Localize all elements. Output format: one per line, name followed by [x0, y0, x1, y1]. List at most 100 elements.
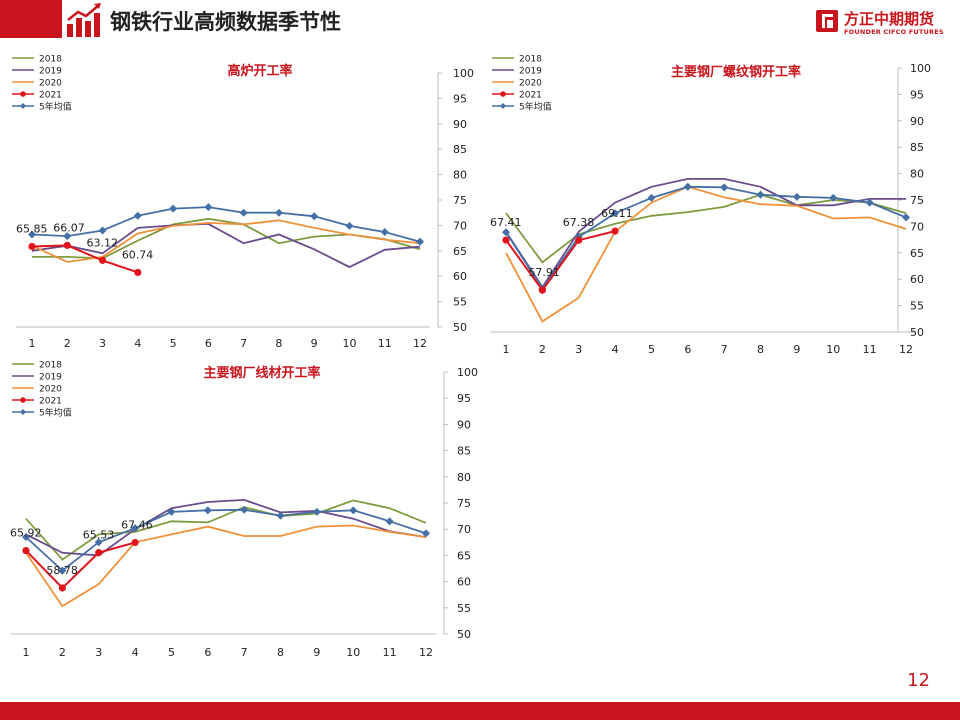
legend-label: 2018: [519, 55, 542, 65]
data-point-avg: [240, 505, 249, 514]
data-point-avg: [720, 183, 729, 192]
data-point-avg: [22, 533, 30, 542]
data-point-avg: [902, 213, 910, 222]
x-tick-label: 7: [241, 646, 248, 659]
x-tick-label: 1: [23, 646, 30, 659]
x-tick-label: 6: [684, 343, 691, 356]
y-tick-label: 50: [910, 326, 924, 339]
data-point-avg: [239, 208, 248, 217]
data-label-2021: 65.53: [83, 529, 115, 542]
y-tick-label: 55: [457, 602, 471, 615]
series-line-2021: [31, 244, 139, 274]
data-point-2021: [575, 236, 583, 244]
data-point-avg: [169, 204, 178, 213]
data-point-avg: [133, 211, 142, 220]
y-tick-label: 60: [457, 576, 471, 589]
data-point-2021: [502, 236, 510, 244]
legend-label: 2020: [519, 79, 542, 89]
series-line-5年均值: [505, 185, 907, 291]
data-point-avg: [276, 511, 285, 520]
legend-marker: [500, 103, 506, 109]
data-point-avg: [865, 198, 874, 207]
data-label-2021: 57.91: [528, 266, 560, 279]
y-tick-label: 95: [910, 88, 924, 101]
y-tick-label: 65: [457, 549, 471, 562]
data-point-2021: [22, 546, 30, 555]
data-point-avg: [98, 226, 107, 235]
legend-label: 2020: [39, 79, 62, 89]
data-point-avg: [829, 193, 838, 202]
series-2019: [31, 222, 421, 269]
y-tick-label: 50: [457, 628, 471, 641]
series-5年均值: [502, 182, 910, 293]
logo-mark-icon: [816, 10, 838, 32]
y-tick-label: 85: [453, 143, 467, 156]
data-point-avg: [502, 228, 510, 237]
legend-marker: [20, 397, 26, 403]
data-point-2021: [95, 549, 103, 557]
x-tick-label: 10: [342, 337, 356, 350]
legend-label: 5年均值: [39, 407, 72, 419]
x-tick-label: 6: [204, 646, 211, 659]
data-label-2021: 65.85: [16, 222, 48, 235]
y-tick-label: 75: [910, 194, 924, 207]
x-tick-label: 4: [132, 646, 139, 659]
data-point-2021: [63, 241, 71, 249]
page-number: 12: [907, 670, 930, 691]
legend-label: 2020: [39, 385, 62, 395]
data-label-2021: 65.92: [10, 527, 42, 540]
x-tick-label: 3: [99, 337, 106, 350]
y-tick-label: 80: [453, 169, 467, 182]
x-tick-label: 2: [539, 343, 546, 356]
x-tick-label: 1: [29, 337, 36, 350]
legend-label: 2019: [39, 373, 62, 383]
data-point-avg: [63, 232, 72, 241]
series-line-2019: [505, 177, 906, 289]
data-point-avg: [416, 237, 424, 246]
data-point-avg: [28, 230, 36, 239]
series-2021: [28, 241, 142, 277]
y-tick-label: 80: [910, 168, 924, 181]
y-tick-label: 70: [453, 219, 467, 232]
data-point-avg: [310, 212, 319, 221]
y-tick-label: 65: [453, 245, 467, 258]
x-tick-label: 7: [721, 343, 728, 356]
series-2019: [25, 498, 427, 557]
y-tick-label: 95: [453, 92, 467, 105]
legend-label: 2021: [519, 91, 542, 101]
y-tick-label: 55: [910, 300, 924, 313]
x-tick-label: 6: [205, 337, 212, 350]
data-point-2021: [28, 242, 36, 251]
legend-marker: [20, 91, 26, 97]
data-point-avg: [683, 182, 692, 191]
x-tick-label: 9: [311, 337, 318, 350]
legend-label: 5年均值: [519, 101, 552, 113]
series-line-2021: [505, 230, 616, 292]
series-line-2020: [25, 524, 427, 608]
series-line-2019: [31, 222, 421, 269]
y-tick-label: 90: [457, 418, 471, 431]
data-point-avg: [58, 566, 67, 575]
x-tick-label: 9: [793, 343, 800, 356]
logo-text-cn: 方正中期期货: [844, 10, 935, 28]
series-5年均值: [22, 505, 430, 575]
x-tick-label: 7: [240, 337, 247, 350]
x-tick-label: 3: [575, 343, 582, 356]
x-tick-label: 12: [899, 343, 913, 356]
logo-text-en: FOUNDER CIFCO FUTURES: [844, 28, 944, 36]
x-tick-label: 12: [413, 337, 427, 350]
legend-label: 2018: [39, 55, 62, 65]
data-point-2021: [611, 227, 619, 235]
legend-marker: [20, 409, 26, 415]
y-tick-label: 100: [457, 366, 478, 379]
page-title: 钢铁行业高频数据季节性: [110, 10, 341, 34]
data-point-avg: [203, 506, 212, 515]
y-tick-label: 80: [457, 471, 471, 484]
data-point-2021: [134, 268, 142, 277]
chart-title: 主要钢厂线材开工率: [203, 365, 320, 381]
y-tick-label: 70: [457, 523, 471, 536]
legend-label: 5年均值: [39, 101, 72, 113]
